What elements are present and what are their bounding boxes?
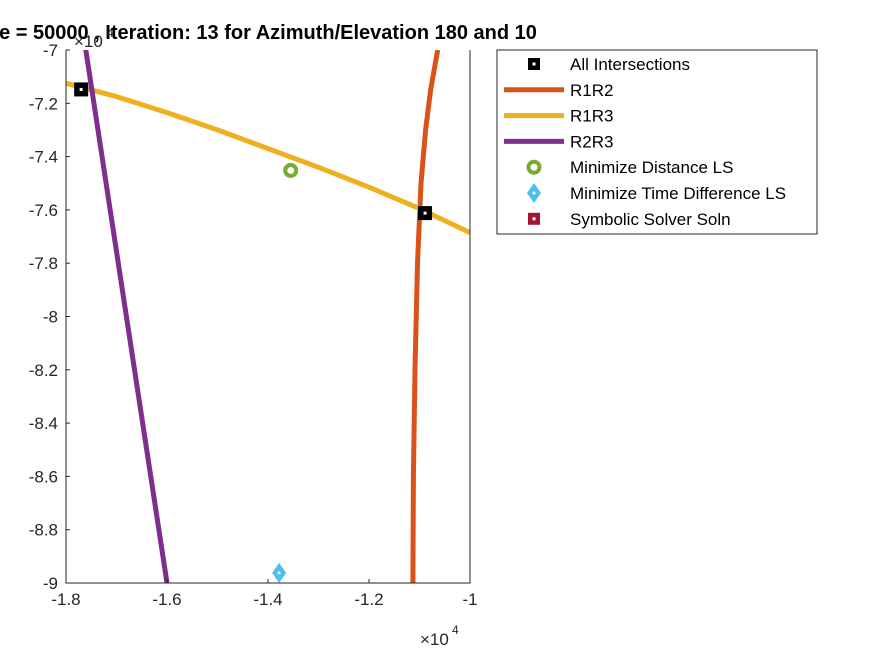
x-exponent-label: ×10 4: [420, 623, 459, 649]
legend-entry-minimize-time-difference-ls: Minimize Time Difference LS: [527, 183, 786, 203]
legend-swatch: [527, 183, 541, 203]
legend-label: R2R3: [570, 132, 613, 151]
series-line-r1r3: [66, 80, 470, 235]
marker-layer: [74, 82, 433, 583]
legend-swatch: [528, 212, 540, 225]
y-tick-label: -8.2: [29, 361, 58, 380]
legend-label: R1R3: [570, 107, 613, 126]
legend-label: R1R2: [570, 81, 613, 100]
x-axis: -1.8 -1.6 -1.4 -1.2 -1: [51, 579, 478, 609]
legend: All Intersections R1R2 R1R3 R2R3 Minimize Di…: [496, 49, 818, 235]
y-tick-label: -8.8: [29, 521, 58, 540]
y-axis: -7 -7.2 -7.4 -7.6 -7.8 -8 -8.2 -8.4 -8.6 -8.8 -9: [29, 41, 70, 593]
y-tick-label: -7: [43, 41, 58, 60]
x-tick-label: -1.4: [253, 590, 282, 609]
y-tick-label: -7.6: [29, 201, 58, 220]
series-line-r1r2: [410, 50, 441, 583]
plot-area: -1.8 -1.6 -1.4 -1.2 -1 -7-7.2-7.4-7.6-7.8-8-…: [29, 41, 478, 609]
y-tick-label: -7.4: [29, 148, 58, 167]
plot-background: [66, 50, 470, 583]
legend-box: [496, 49, 818, 235]
legend-label: All Intersections: [570, 55, 690, 74]
x-tick-label: -1: [462, 590, 477, 609]
legend-label: Minimize Distance LS: [570, 158, 733, 177]
x-exponent-power: 4: [452, 623, 459, 637]
marker-all-intersections: [74, 82, 89, 97]
marker-all-intersections: [418, 206, 433, 221]
marker-minimize-time-difference-ls: [272, 562, 287, 583]
y-tick-label: -8.4: [29, 414, 58, 433]
legend-swatch: [526, 159, 542, 175]
y-tick-label: -9: [43, 574, 58, 593]
legend-entry-all-intersections: All Intersections: [528, 55, 690, 74]
x-exponent-base: ×10: [420, 630, 449, 649]
legend-entry-r1r2: R1R2: [504, 81, 613, 100]
legend-swatch: [528, 58, 540, 70]
legend-label: Symbolic Solver Soln: [570, 210, 731, 229]
x-tick-label: -1.2: [354, 590, 383, 609]
x-tick-label: -1.6: [152, 590, 181, 609]
legend-entry-r1r3: R1R3: [504, 107, 613, 126]
legend-label: Minimize Time Difference LS: [570, 184, 786, 203]
legend-entries: All Intersections R1R2 R1R3 R2R3 Minimize Di…: [504, 55, 786, 229]
chart-title: e = 50000 , Iteration: 13 for Azimuth/El…: [0, 22, 537, 44]
y-tick-label: -8: [43, 308, 58, 327]
y-exponent-power: 4: [107, 26, 114, 40]
legend-entry-minimize-distance-ls: Minimize Distance LS: [526, 158, 733, 177]
x-tick-label: -1.8: [51, 590, 80, 609]
y-exponent-base: ×10: [74, 32, 103, 51]
series-line-r2r3: [83, 50, 170, 583]
y-tick-label: -7.2: [29, 94, 58, 113]
y-tick-label: -7.8: [29, 254, 58, 273]
legend-entry-r2r3: R2R3: [504, 132, 613, 151]
legend-entry-symbolic-solver-soln: Symbolic Solver Soln: [528, 210, 731, 229]
y-tick-label: -8.6: [29, 467, 58, 486]
y-exponent-label: ×10 4: [74, 26, 114, 51]
marker-minimize-distance-ls: [283, 162, 299, 178]
series-layer: [66, 50, 470, 583]
